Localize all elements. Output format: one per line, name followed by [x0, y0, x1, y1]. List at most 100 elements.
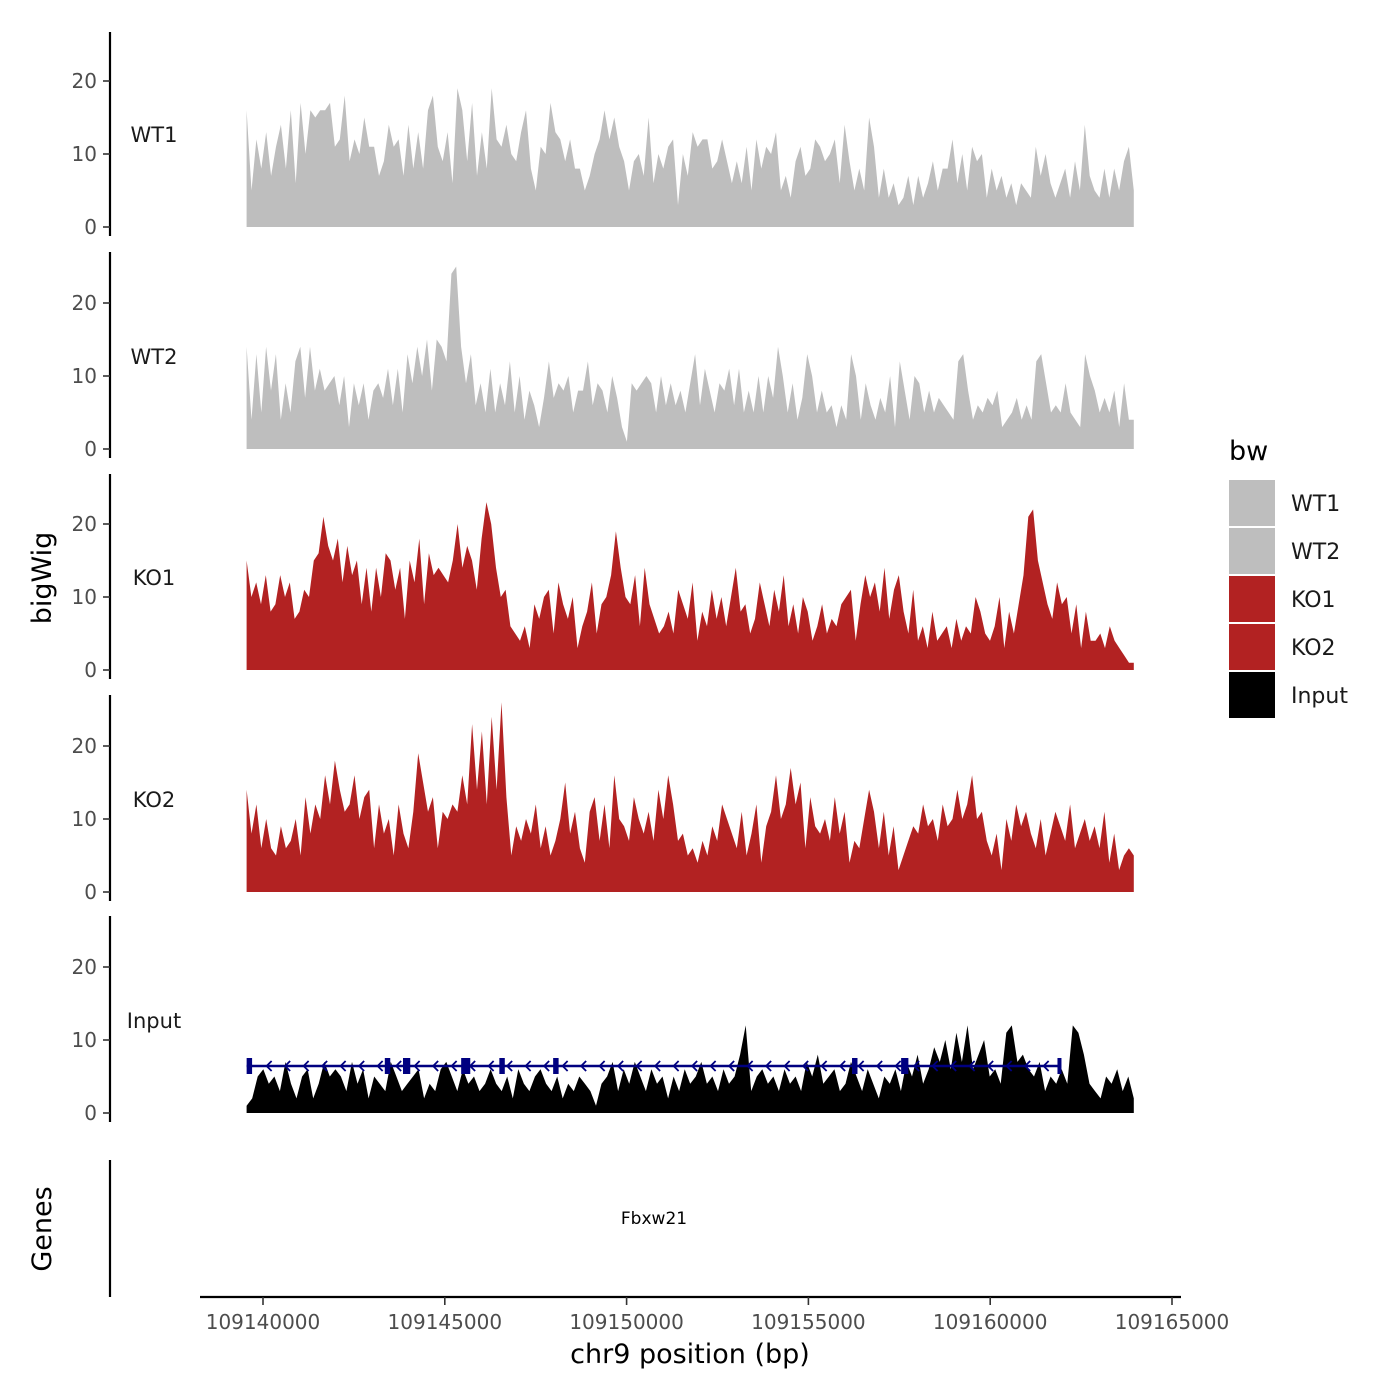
y-tick-label: 10	[72, 1028, 97, 1052]
strand-arrow	[764, 1060, 772, 1072]
exon	[384, 1058, 391, 1074]
track-ko2: 0 10 20 KO2	[72, 695, 1134, 904]
y-tick-label: 10	[72, 142, 97, 166]
legend-title: bw	[1229, 436, 1268, 467]
strand-arrow	[838, 1060, 846, 1072]
y-tick-label: 20	[72, 291, 97, 315]
track-wt1: 0 10 20 WT1	[72, 32, 1134, 239]
y-tick-label: 0	[84, 880, 97, 904]
strand-arrow	[709, 1060, 717, 1072]
x-tick-label: 109155000	[751, 1310, 866, 1334]
track-ko1: 0 10 20 KO1	[72, 474, 1134, 682]
area-wt1	[246, 88, 1134, 227]
track-label: WT2	[131, 345, 178, 369]
x-tick-label: 109140000	[206, 1310, 321, 1334]
legend: bw WT1 WT2 KO1 KO2 Input	[1229, 436, 1348, 718]
x-tick-label: 109145000	[388, 1310, 503, 1334]
strand-arrow	[894, 1060, 902, 1072]
x-axis: 109140000 109145000 109150000 109155000 1091…	[200, 1295, 1230, 1334]
gene-label: Fbxw21	[621, 1209, 687, 1229]
strand-arrow	[931, 1060, 939, 1072]
y-tick-label: 0	[84, 437, 97, 461]
area-input	[246, 1025, 1134, 1113]
strand-arrow	[265, 1060, 273, 1072]
exon	[499, 1058, 505, 1074]
legend-label-wt1: WT1	[1291, 492, 1340, 517]
x-tick-label: 109165000	[1115, 1310, 1230, 1334]
legend-label-wt2: WT2	[1291, 540, 1340, 565]
track-label: WT1	[131, 123, 178, 147]
area-wt2	[246, 266, 1134, 449]
y-tick-label: 0	[84, 658, 97, 682]
strand-arrow	[949, 1060, 957, 1072]
y-tick-label: 10	[72, 807, 97, 831]
strand-arrow	[505, 1060, 513, 1072]
strand-arrow	[672, 1060, 680, 1072]
legend-label-ko2: KO2	[1291, 636, 1336, 661]
strand-arrow	[450, 1060, 458, 1072]
exon	[461, 1058, 471, 1074]
legend-swatch-wt1	[1229, 480, 1275, 526]
strand-arrow	[320, 1060, 328, 1072]
strand-arrow	[616, 1060, 624, 1072]
legend-swatch-wt2	[1229, 528, 1275, 574]
track-wt2: 0 10 20 WT2	[72, 252, 1134, 461]
exon	[246, 1058, 253, 1074]
y-tick-label: 10	[72, 364, 97, 388]
strand-arrow	[542, 1060, 550, 1072]
strand-arrow	[357, 1060, 365, 1072]
x-axis-title: chr9 position (bp)	[570, 1339, 810, 1370]
gene-track: Fbxw21	[108, 1058, 1062, 1297]
track-label: KO2	[133, 788, 176, 812]
area-ko1	[246, 502, 1134, 670]
strand-arrow	[1042, 1060, 1050, 1072]
strand-arrow	[653, 1060, 661, 1072]
strand-arrow	[690, 1060, 698, 1072]
track-input: 0 10 20 Input	[72, 916, 1134, 1125]
strand-arrow	[579, 1060, 587, 1072]
y-axis-title: bigWig	[27, 532, 58, 625]
strand-arrow	[746, 1060, 754, 1072]
y-tick-label: 0	[84, 215, 97, 239]
strand-arrow	[598, 1060, 606, 1072]
strand-arrow	[487, 1060, 495, 1072]
x-tick-label: 109160000	[933, 1310, 1048, 1334]
exon	[402, 1058, 411, 1074]
strand-arrow	[912, 1060, 920, 1072]
strand-arrow	[302, 1060, 310, 1072]
strand-arrow	[635, 1060, 643, 1072]
strand-arrow	[376, 1060, 384, 1072]
strand-arrow	[857, 1060, 865, 1072]
legend-label-input: Input	[1291, 684, 1348, 709]
legend-swatch-ko2	[1229, 624, 1275, 670]
strand-arrow	[339, 1060, 347, 1072]
strand-arrow	[801, 1060, 809, 1072]
strand-arrow	[283, 1060, 291, 1072]
legend-swatch-ko1	[1229, 576, 1275, 622]
strand-arrow	[561, 1060, 569, 1072]
strand-arrow	[783, 1060, 791, 1072]
legend-swatch-input	[1229, 672, 1275, 718]
gene-track-title: Genes	[27, 1186, 58, 1271]
legend-label-ko1: KO1	[1291, 588, 1336, 613]
signal-tracks: 0 10 20 WT1 0 10 20 WT2 0 10 20 KO1 0 10 20 KO2 0 10 20 Inp…	[72, 32, 1134, 1125]
strand-arrow	[431, 1060, 439, 1072]
strand-arrow	[1023, 1060, 1031, 1072]
exon	[553, 1058, 559, 1074]
x-tick-label: 109150000	[569, 1310, 684, 1334]
track-label: KO1	[133, 566, 176, 590]
strand-arrow	[413, 1060, 421, 1072]
exon	[852, 1058, 858, 1074]
strand-arrow	[968, 1060, 976, 1072]
strand-arrow	[1005, 1060, 1013, 1072]
y-tick-label: 0	[84, 1101, 97, 1125]
y-tick-label: 20	[72, 69, 97, 93]
exon	[901, 1058, 909, 1074]
y-tick-label: 20	[72, 512, 97, 536]
area-ko2	[246, 702, 1134, 892]
strand-arrow	[875, 1060, 883, 1072]
strand-arrow	[820, 1060, 828, 1072]
y-tick-label: 20	[72, 734, 97, 758]
